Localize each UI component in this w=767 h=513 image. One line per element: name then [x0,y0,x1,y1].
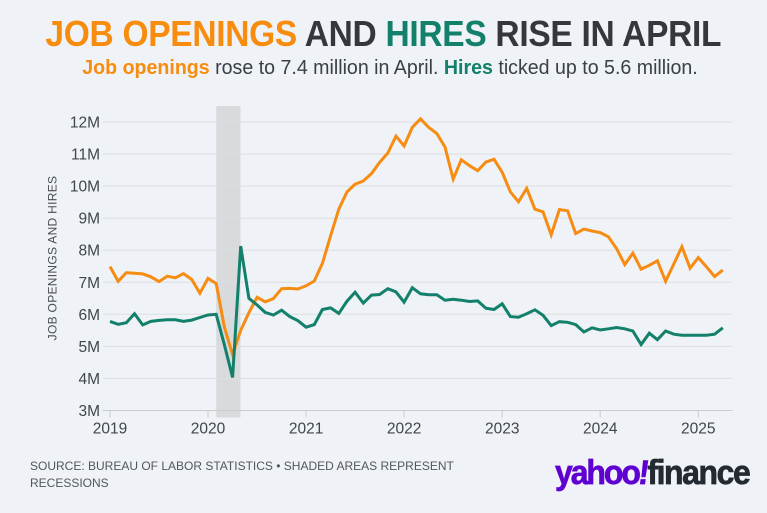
svg-text:12M: 12M [70,115,100,132]
svg-text:3M: 3M [78,403,100,420]
svg-text:2021: 2021 [289,421,323,438]
svg-text:6M: 6M [78,307,100,324]
svg-text:JOB OPENINGS AND HIRES: JOB OPENINGS AND HIRES [46,176,60,341]
svg-text:2022: 2022 [387,421,421,438]
svg-text:5M: 5M [78,339,100,356]
svg-text:11M: 11M [71,147,100,164]
svg-text:2025: 2025 [681,421,715,438]
svg-text:2020: 2020 [191,421,226,438]
svg-text:2024: 2024 [583,421,618,438]
svg-text:10M: 10M [70,179,100,196]
svg-text:9M: 9M [78,211,100,228]
svg-text:2023: 2023 [485,421,519,438]
svg-text:7M: 7M [78,275,100,292]
svg-text:8M: 8M [78,243,100,260]
svg-text:4M: 4M [78,371,100,388]
svg-text:2019: 2019 [93,421,127,438]
